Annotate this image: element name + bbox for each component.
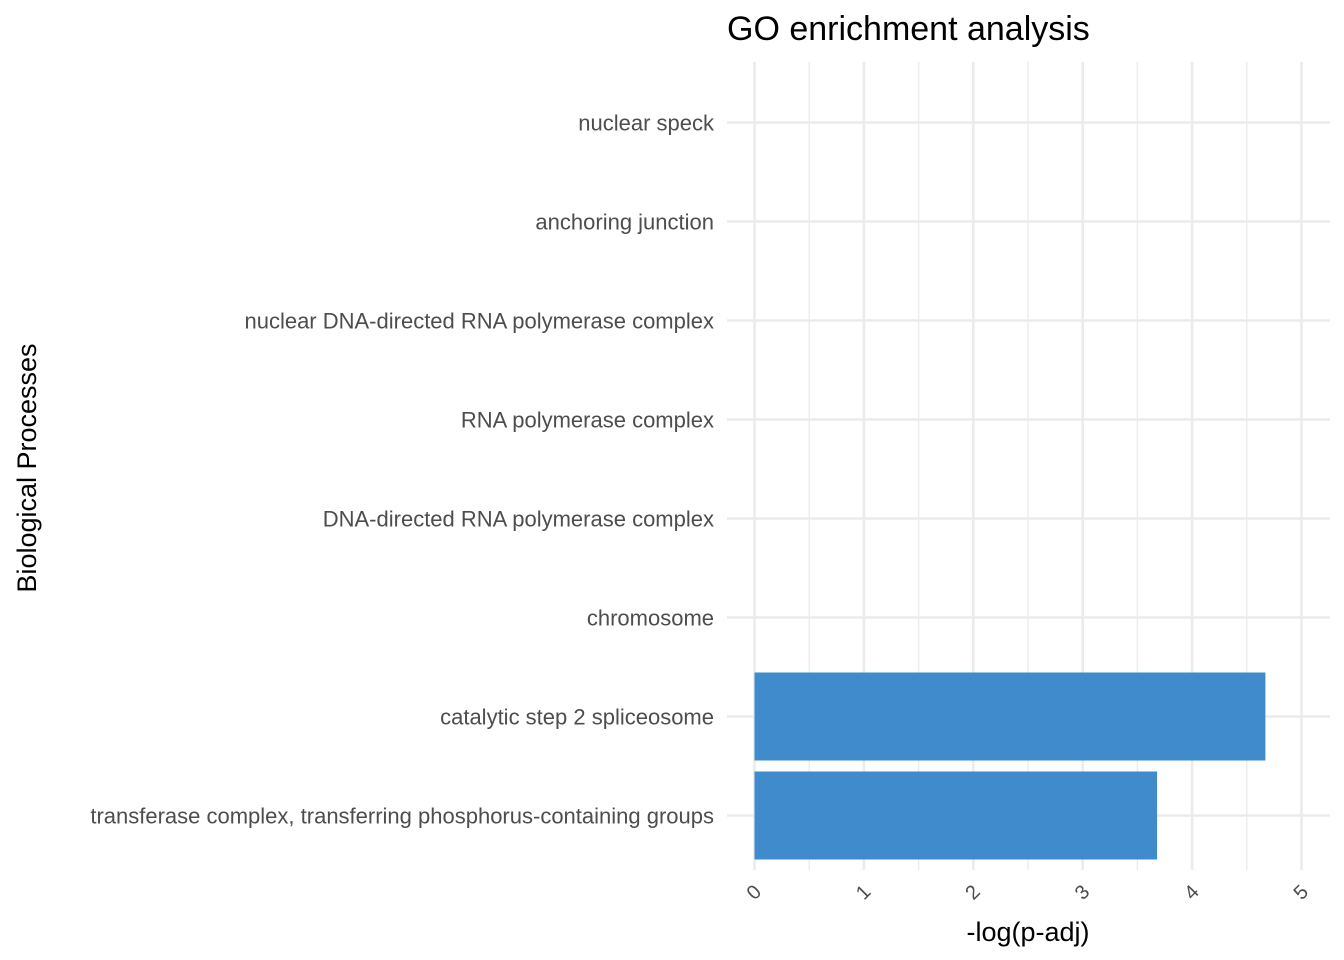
x-tick-label: 0 — [743, 881, 766, 904]
chart-title: GO enrichment analysis — [727, 10, 1090, 48]
category-label: chromosome — [587, 606, 714, 631]
category-label: transferase complex, transferring phosph… — [90, 804, 714, 829]
y-axis-title: Biological Processes — [12, 343, 42, 592]
x-tick-label: 2 — [961, 881, 984, 904]
bar — [754, 672, 1266, 761]
bar — [754, 771, 1158, 860]
x-tick-label: 1 — [852, 881, 875, 904]
bars — [754, 672, 1266, 860]
category-label: DNA-directed RNA polymerase complex — [323, 507, 714, 532]
x-tick-labels: 0 1 2 3 4 5 — [743, 881, 1313, 904]
category-label: nuclear speck — [578, 111, 715, 136]
category-label: RNA polymerase complex — [461, 408, 714, 433]
category-labels: nuclear speck anchoring junction nuclear D… — [90, 111, 715, 829]
x-tick-label: 4 — [1180, 881, 1203, 904]
category-label: anchoring junction — [535, 210, 714, 235]
category-label: nuclear DNA-directed RNA polymerase comp… — [244, 309, 714, 334]
x-tick-label: 3 — [1071, 881, 1094, 904]
x-axis-title: -log(p-adj) — [966, 917, 1089, 947]
category-label: catalytic step 2 spliceosome — [440, 705, 714, 730]
x-tick-label: 5 — [1290, 881, 1313, 904]
